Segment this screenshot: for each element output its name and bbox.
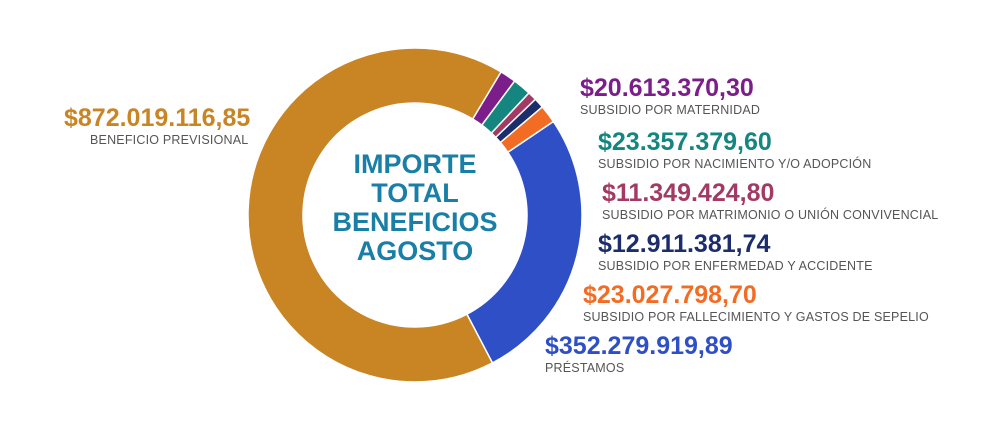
center-title-line-2: TOTAL [371,178,459,208]
name-prestamos: PRÉSTAMOS [545,361,625,375]
value-nacimiento: $23.357.379,60 [598,128,772,156]
name-matrimonio: SUBSIDIO POR MATRIMONIO O UNIÓN CONVIVEN… [602,208,939,222]
name-fallecimiento: SUBSIDIO POR FALLECIMIENTO Y GASTOS DE S… [583,310,929,324]
name-maternidad: SUBSIDIO POR MATERNIDAD [580,103,761,117]
value-prestamos: $352.279.919,89 [545,332,733,360]
label-previsional: $872.019.116,85 BENEFICIO PREVISIONAL [64,104,250,148]
value-enfermedad: $12.911.381,74 [598,230,771,258]
value-previsional: $872.019.116,85 [64,104,251,132]
name-enfermedad: SUBSIDIO POR ENFERMEDAD Y ACCIDENTE [598,259,873,273]
label-prestamos: $352.279.919,89 PRÉSTAMOS [545,332,733,376]
value-fallecimiento: $23.027.798,70 [583,281,757,309]
label-fallecimiento: $23.027.798,70 SUBSIDIO POR FALLECIMIENT… [583,281,929,325]
name-previsional: BENEFICIO PREVISIONAL [90,133,249,147]
label-maternidad: $20.613.370,30 SUBSIDIO POR MATERNIDAD [580,74,760,118]
value-matrimonio: $11.349.424,80 [602,179,775,207]
chart-center-title: IMPORTE TOTAL BENEFICIOS AGOSTO [330,150,500,266]
center-title-line-3: BENEFICIOS [332,207,498,237]
center-title-line-4: AGOSTO [356,236,474,266]
label-enfermedad: $12.911.381,74 SUBSIDIO POR ENFERMEDAD Y… [598,230,873,274]
value-maternidad: $20.613.370,30 [580,74,754,102]
donut-slice-previsional [247,47,503,383]
label-matrimonio: $11.349.424,80 SUBSIDIO POR MATRIMONIO O… [602,179,938,223]
name-nacimiento: SUBSIDIO POR NACIMIENTO Y/O ADOPCIÓN [598,157,872,171]
center-title-line-1: IMPORTE [353,149,477,179]
donut-slice-prestamos [465,120,583,364]
label-nacimiento: $23.357.379,60 SUBSIDIO POR NACIMIENTO Y… [598,128,871,172]
